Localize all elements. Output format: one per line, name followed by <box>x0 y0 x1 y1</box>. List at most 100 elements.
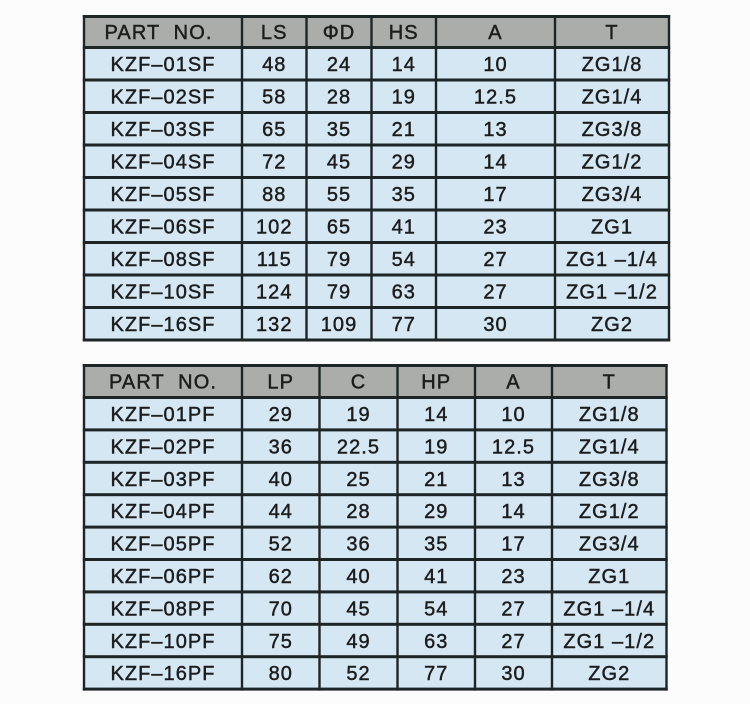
svg-text:PART NO.: PART NO. <box>104 22 212 44</box>
svg-text:21: 21 <box>392 119 416 141</box>
svg-text:ZG3/4: ZG3/4 <box>579 534 640 556</box>
svg-text:63: 63 <box>392 282 416 304</box>
svg-text:29: 29 <box>269 404 293 426</box>
svg-text:102: 102 <box>256 217 293 239</box>
svg-text:41: 41 <box>424 566 448 588</box>
svg-text:58: 58 <box>262 87 286 109</box>
svg-text:19: 19 <box>346 404 370 426</box>
svg-text:36: 36 <box>269 436 293 458</box>
svg-text:ZG3/8: ZG3/8 <box>582 119 643 141</box>
svg-text:23: 23 <box>501 566 525 588</box>
svg-text:14: 14 <box>501 501 525 523</box>
svg-text:14: 14 <box>483 152 507 174</box>
svg-text:12.5: 12.5 <box>492 436 535 458</box>
svg-text:54: 54 <box>424 598 448 620</box>
svg-text:KZF–04PF: KZF–04PF <box>110 501 215 523</box>
svg-text:13: 13 <box>501 469 525 491</box>
svg-text:HP: HP <box>421 371 451 393</box>
svg-text:ZG3/8: ZG3/8 <box>579 469 640 491</box>
svg-text:ZG1 –1/2: ZG1 –1/2 <box>563 631 655 653</box>
svg-text:52: 52 <box>269 534 293 556</box>
svg-text:124: 124 <box>256 282 293 304</box>
svg-text:35: 35 <box>392 184 416 206</box>
svg-text:ZG1/4: ZG1/4 <box>582 87 643 109</box>
svg-text:75: 75 <box>269 631 293 653</box>
svg-text:65: 65 <box>327 217 351 239</box>
svg-text:ZG1/8: ZG1/8 <box>582 54 643 76</box>
svg-text:30: 30 <box>483 314 507 336</box>
svg-text:KZF–03PF: KZF–03PF <box>110 469 215 491</box>
svg-text:KZF–05SF: KZF–05SF <box>110 184 215 206</box>
svg-text:PART NO.: PART NO. <box>109 371 217 393</box>
svg-text:29: 29 <box>392 152 416 174</box>
svg-text:63: 63 <box>424 631 448 653</box>
svg-text:27: 27 <box>501 631 525 653</box>
svg-text:19: 19 <box>392 87 416 109</box>
svg-text:62: 62 <box>269 566 293 588</box>
svg-text:KZF–16PF: KZF–16PF <box>110 663 215 685</box>
svg-text:36: 36 <box>346 534 370 556</box>
svg-text:24: 24 <box>327 54 351 76</box>
svg-text:KZF–05PF: KZF–05PF <box>110 534 215 556</box>
svg-text:LS: LS <box>261 22 288 44</box>
svg-text:T: T <box>605 22 618 44</box>
svg-text:ZG1/4: ZG1/4 <box>579 436 640 458</box>
svg-text:ΦD: ΦD <box>323 22 356 44</box>
svg-text:77: 77 <box>424 663 448 685</box>
svg-text:48: 48 <box>262 54 286 76</box>
svg-text:115: 115 <box>257 249 292 271</box>
svg-text:65: 65 <box>262 119 286 141</box>
svg-text:45: 45 <box>346 598 370 620</box>
svg-text:ZG1/2: ZG1/2 <box>579 501 640 523</box>
svg-text:ZG2: ZG2 <box>588 663 630 685</box>
svg-text:ZG1/2: ZG1/2 <box>582 152 643 174</box>
svg-text:45: 45 <box>327 152 351 174</box>
svg-text:88: 88 <box>262 184 286 206</box>
svg-text:40: 40 <box>346 566 370 588</box>
svg-text:44: 44 <box>269 501 293 523</box>
svg-text:LP: LP <box>267 371 294 393</box>
svg-text:49: 49 <box>346 631 370 653</box>
svg-text:10: 10 <box>483 54 507 76</box>
svg-text:ZG1: ZG1 <box>588 566 630 588</box>
svg-text:KZF–01PF: KZF–01PF <box>110 404 215 426</box>
svg-text:29: 29 <box>424 501 448 523</box>
svg-text:KZF–02PF: KZF–02PF <box>110 436 215 458</box>
svg-text:70: 70 <box>269 598 293 620</box>
svg-text:T: T <box>603 371 616 393</box>
svg-text:10: 10 <box>501 404 525 426</box>
svg-text:C: C <box>351 371 367 393</box>
svg-text:KZF–08SF: KZF–08SF <box>110 249 215 271</box>
svg-text:ZG1 –1/2: ZG1 –1/2 <box>566 282 658 304</box>
svg-text:30: 30 <box>501 663 525 685</box>
svg-text:52: 52 <box>346 663 370 685</box>
svg-text:KZF–16SF: KZF–16SF <box>110 314 215 336</box>
svg-text:35: 35 <box>424 534 448 556</box>
svg-text:79: 79 <box>327 249 351 271</box>
svg-text:21: 21 <box>424 469 448 491</box>
svg-text:77: 77 <box>392 314 416 336</box>
svg-text:28: 28 <box>346 501 370 523</box>
svg-text:17: 17 <box>501 534 525 556</box>
svg-text:80: 80 <box>269 663 293 685</box>
svg-text:27: 27 <box>501 598 525 620</box>
svg-text:KZF–10PF: KZF–10PF <box>110 631 215 653</box>
svg-text:12.5: 12.5 <box>474 87 517 109</box>
svg-text:KZF–04SF: KZF–04SF <box>110 152 215 174</box>
svg-text:KZF–08PF: KZF–08PF <box>110 598 215 620</box>
svg-text:28: 28 <box>327 87 351 109</box>
svg-text:27: 27 <box>483 249 507 271</box>
svg-text:27: 27 <box>483 282 507 304</box>
svg-text:54: 54 <box>392 249 416 271</box>
svg-text:25: 25 <box>346 469 370 491</box>
svg-text:KZF–06SF: KZF–06SF <box>110 217 215 239</box>
svg-text:ZG1/8: ZG1/8 <box>579 404 640 426</box>
svg-text:41: 41 <box>392 217 416 239</box>
svg-text:132: 132 <box>256 314 293 336</box>
svg-text:ZG2: ZG2 <box>591 314 633 336</box>
svg-text:22.5: 22.5 <box>337 436 380 458</box>
svg-text:40: 40 <box>269 469 293 491</box>
svg-text:A: A <box>488 22 502 44</box>
svg-text:HS: HS <box>389 22 419 44</box>
svg-text:109: 109 <box>321 314 358 336</box>
